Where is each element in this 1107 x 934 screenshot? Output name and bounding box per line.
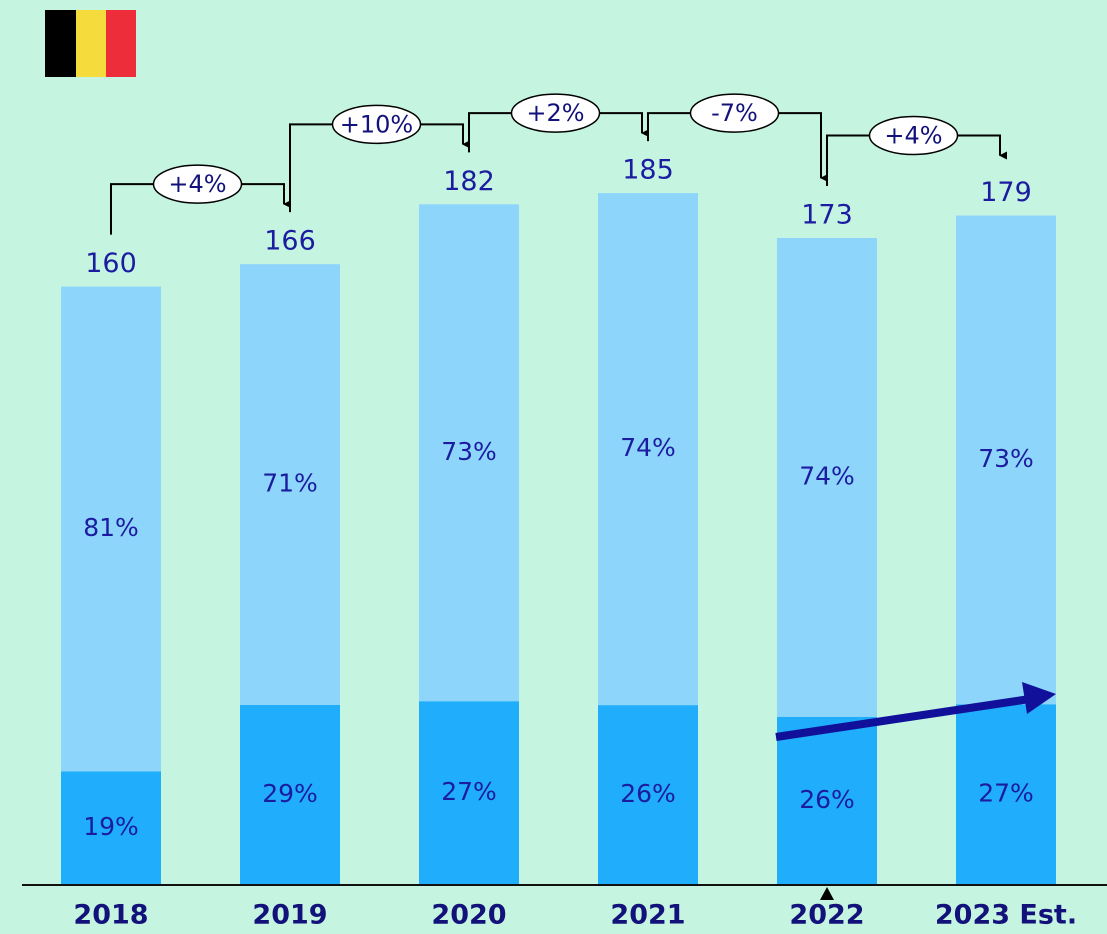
bar-segment — [61, 771, 161, 885]
change-bubble — [152, 164, 243, 204]
bar-segment — [598, 193, 698, 706]
share-label: 26% — [799, 785, 855, 814]
bar-segment — [598, 705, 698, 885]
share-label: 27% — [978, 779, 1034, 808]
share-label: 73% — [441, 437, 497, 466]
x-tick-label: 2019 — [252, 900, 327, 931]
bar-segment — [956, 704, 1056, 885]
share-label: 74% — [620, 433, 676, 462]
change-bubble — [868, 115, 959, 156]
change-label: +2% — [526, 99, 584, 127]
share-label: 27% — [441, 777, 497, 806]
change-bubble — [510, 93, 601, 133]
total-label: 166 — [264, 226, 316, 257]
x-tick-label: 2020 — [431, 900, 506, 931]
x-tick-label: 2018 — [73, 900, 148, 931]
trend-arrowhead — [1022, 682, 1056, 714]
baseline-marker — [820, 887, 834, 900]
share-label: 29% — [262, 779, 318, 808]
change-label: +10% — [340, 110, 413, 138]
share-label: 81% — [83, 513, 139, 542]
share-label: 73% — [978, 444, 1034, 473]
flag — [45, 10, 136, 77]
bar-segment — [240, 704, 340, 885]
change-bubble — [689, 93, 780, 133]
change-label: +4% — [884, 122, 942, 150]
bar-segment — [777, 237, 877, 717]
share-label: 19% — [83, 812, 139, 841]
total-label: 182 — [443, 166, 495, 197]
x-tick-label: 2023 Est. — [935, 900, 1077, 931]
change-label: -7% — [711, 99, 758, 127]
share-label: 71% — [262, 469, 318, 498]
bar-segment — [240, 264, 340, 705]
trend-arrow — [775, 695, 1031, 741]
x-tick-label: 2021 — [610, 900, 685, 931]
bar-segment — [419, 204, 519, 702]
bar-segment — [956, 215, 1056, 705]
total-label: 160 — [85, 248, 137, 279]
x-tick-label: 2022 — [789, 900, 864, 931]
total-label: 185 — [622, 155, 674, 186]
bar-segment — [419, 701, 519, 885]
share-label: 26% — [620, 779, 676, 808]
total-label: 179 — [980, 177, 1032, 208]
change-label: +4% — [168, 170, 226, 198]
bar-segment — [61, 286, 161, 772]
total-label: 173 — [801, 199, 853, 230]
share-label: 74% — [799, 461, 855, 490]
change-bubble — [331, 104, 422, 145]
bar-segment — [777, 716, 877, 885]
